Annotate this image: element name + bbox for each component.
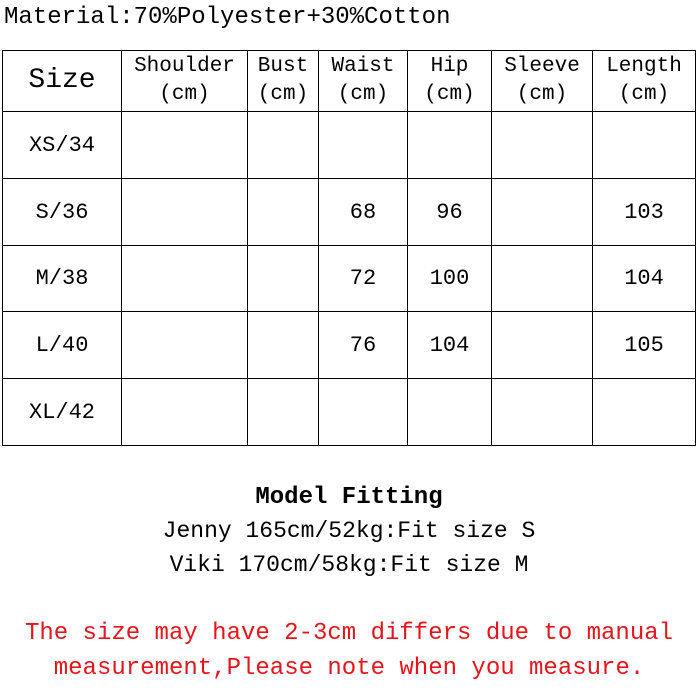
cell — [247, 245, 319, 312]
header-text: Sleeve — [504, 55, 580, 78]
cell: 100 — [407, 245, 492, 312]
cell — [491, 378, 593, 446]
cell — [247, 311, 319, 379]
header-cell: Size — [2, 50, 122, 112]
row: S/36 68 96 103 — [2, 178, 696, 246]
header-cell: Waist (cm) — [318, 50, 408, 112]
cell: 103 — [592, 178, 696, 246]
header-cell: Length (cm) — [592, 50, 696, 112]
cell — [407, 378, 492, 446]
header-cell: Bust (cm) — [247, 50, 319, 112]
cell-text: S/36 — [35, 199, 89, 225]
cell: 72 — [318, 245, 408, 312]
cell-text: 76 — [349, 332, 377, 358]
header-cell: Hip (cm) — [407, 50, 492, 112]
cell-text: 103 — [624, 199, 664, 225]
size-table: Size Shoulder (cm) Bust (cm) Waist (cm) Hip (cm)… — [2, 50, 696, 446]
cell-text: L/40 — [35, 332, 89, 358]
header-text: Waist — [331, 55, 395, 78]
cell: 104 — [407, 311, 492, 379]
header-text: Bust — [257, 55, 309, 78]
header-text: Length — [606, 55, 682, 78]
header-text: (cm) — [516, 83, 568, 106]
header-text: (cm) — [618, 83, 670, 106]
row: XS/34 — [2, 111, 696, 179]
cell: 76 — [318, 311, 408, 379]
header-text: Hip — [430, 55, 469, 78]
cell-text: 72 — [349, 266, 377, 291]
row: M/38 72 100 104 — [2, 245, 696, 312]
cell — [491, 311, 593, 379]
cell-text: XS/34 — [28, 132, 95, 158]
model-line: Jenny 165cm/52kg:Fit size S — [162, 518, 536, 544]
material-title: Material:70%Polyester+30%Cotton — [4, 4, 451, 31]
cell-text: 104 — [624, 266, 664, 291]
cell: 96 — [407, 178, 492, 246]
header-text: Size — [28, 65, 96, 96]
cell — [121, 111, 248, 179]
note-line: The size may have 2-3cm differs due to m… — [24, 620, 674, 647]
cell-text: 68 — [349, 199, 377, 225]
cell — [592, 378, 696, 446]
row: XL/42 — [2, 378, 696, 446]
header-text: (cm) — [337, 83, 389, 106]
cell: 68 — [318, 178, 408, 246]
header-text: (cm) — [159, 83, 210, 106]
cell: 104 — [592, 245, 696, 312]
cell — [121, 311, 248, 379]
note-line: measurement,Please note when you measure… — [53, 655, 645, 682]
cell — [247, 111, 319, 179]
cell — [121, 178, 248, 246]
cell — [121, 245, 248, 312]
cell — [318, 378, 408, 446]
cell-text: 104 — [429, 332, 470, 358]
cell-text: M/38 — [35, 266, 89, 291]
cell — [121, 378, 248, 446]
header-cell: Sleeve (cm) — [491, 50, 593, 112]
cell — [247, 178, 319, 246]
header-row: Size Shoulder (cm) Bust (cm) Waist (cm) Hip (cm)… — [2, 50, 696, 112]
cell — [491, 245, 593, 312]
row: L/40 76 104 105 — [2, 311, 696, 379]
header-text: (cm) — [424, 83, 475, 106]
header-text: Shoulder — [134, 55, 235, 78]
cell: XS/34 — [2, 111, 122, 179]
cell — [491, 111, 593, 179]
header-cell: Shoulder (cm) — [121, 50, 248, 112]
cell — [318, 111, 408, 179]
cell: XL/42 — [2, 378, 122, 446]
cell: 105 — [592, 311, 696, 379]
model-fitting-title: Model Fitting — [255, 484, 443, 511]
cell-text: 96 — [436, 199, 463, 225]
cell-text: 100 — [429, 266, 470, 291]
cell-text: XL/42 — [28, 399, 95, 425]
cell: S/36 — [2, 178, 122, 246]
cell — [491, 178, 593, 246]
cell — [247, 378, 319, 446]
cell — [592, 111, 696, 179]
cell: L/40 — [2, 311, 122, 379]
header-text: (cm) — [257, 83, 309, 106]
cell — [407, 111, 492, 179]
model-line: Viki 170cm/58kg:Fit size M — [169, 552, 529, 578]
cell-text: 105 — [624, 332, 664, 358]
cell: M/38 — [2, 245, 122, 312]
